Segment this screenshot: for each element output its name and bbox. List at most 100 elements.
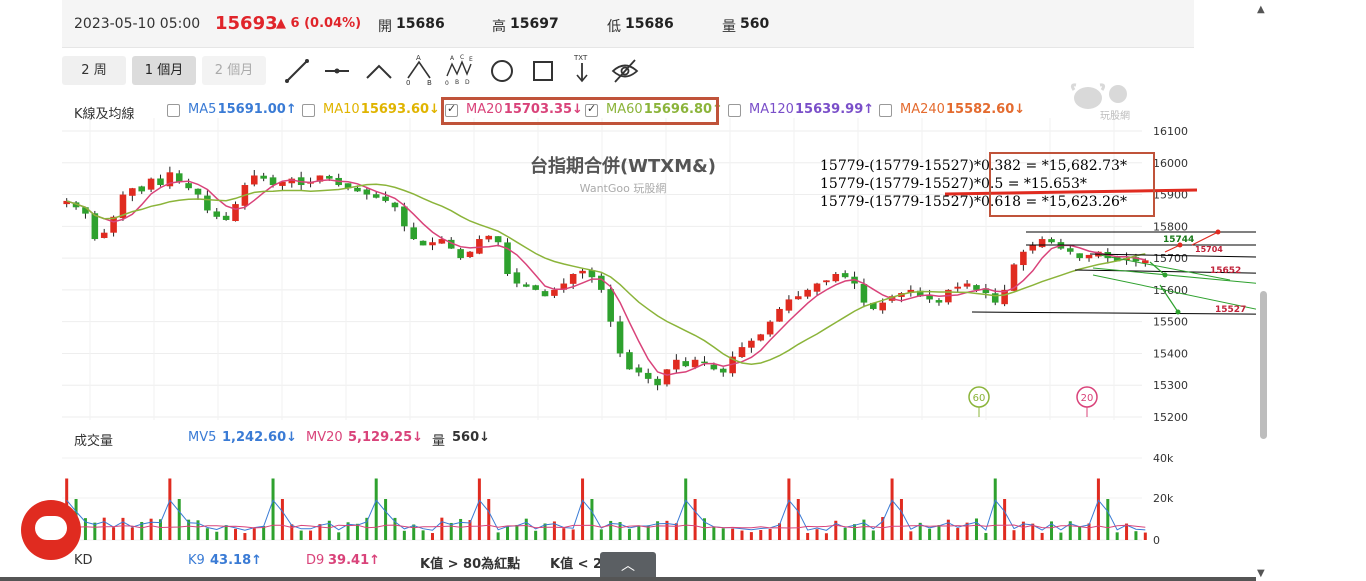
ma-checkbox-ma240[interactable]: [879, 104, 892, 117]
candle-body: [1048, 239, 1055, 243]
candle-body: [757, 334, 765, 341]
mv20-line: [66, 524, 1146, 529]
d9-value: 39.41↑: [328, 553, 381, 568]
ma-name-ma240[interactable]: MA240: [900, 102, 945, 117]
collapse-panel-button[interactable]: ︿: [600, 552, 656, 581]
volume-bar: [1040, 532, 1044, 540]
volume-section-label: 成交量: [74, 434, 114, 449]
low-label: 低: [607, 19, 621, 35]
ma-checkbox-ma120[interactable]: [728, 104, 741, 117]
abcde-pattern-icon[interactable]: A C E 0 B D: [444, 52, 474, 86]
volume-bar: [477, 478, 481, 540]
volume-bar: [749, 532, 753, 540]
ma-name-ma10[interactable]: MA10: [323, 102, 360, 117]
volume-bar: [196, 520, 200, 540]
candle-body: [466, 251, 474, 258]
d9-label: D9: [306, 553, 325, 568]
candlestick-chart[interactable]: 1520015300154001550015600157001580015900…: [0, 0, 1256, 581]
volume-bar: [778, 523, 782, 540]
ma-name-ma60[interactable]: MA60: [606, 102, 643, 117]
candle-body: [879, 302, 886, 311]
arrow-head: [1177, 242, 1183, 248]
candle-body: [260, 175, 267, 179]
chart-toolbar: 2 周 1 個月 2 個月 A 0 B A C E 0 B D TXT: [62, 52, 1194, 88]
volume-bar: [806, 532, 810, 540]
candle-body: [1076, 253, 1083, 259]
volume-bar: [712, 526, 716, 540]
volume-bar: [871, 530, 875, 540]
scroll-thumb[interactable]: [1260, 291, 1267, 439]
level-label: 15704: [1195, 245, 1223, 254]
abc-label-a: A: [416, 54, 421, 62]
volume-bar: [918, 522, 922, 540]
volume-bar: [965, 522, 969, 540]
volume-bar: [337, 532, 341, 540]
volume-bar: [1012, 530, 1016, 540]
volume-bar: [374, 478, 378, 540]
volume-bar: [731, 528, 735, 540]
volume-bar: [280, 499, 284, 540]
volume-bar: [571, 529, 575, 540]
scroll-down-icon[interactable]: ▼: [1257, 568, 1265, 579]
arrow-line: [1191, 231, 1219, 246]
high-label: 高: [492, 19, 506, 35]
ma-checkbox-ma20[interactable]: [445, 102, 458, 117]
range-2-weeks-button[interactable]: 2 周: [62, 56, 126, 85]
candle-body: [138, 186, 146, 192]
volume-bar: [899, 499, 903, 540]
volume-bar: [740, 530, 744, 540]
volume-bar: [121, 517, 125, 540]
chat-button[interactable]: [21, 500, 81, 560]
range-1-month-button[interactable]: 1 個月: [132, 56, 196, 85]
circle-tool-icon[interactable]: [487, 56, 517, 86]
chart-watermark-title: 台指期合併(WTXM&): [530, 155, 716, 177]
candle-body: [419, 240, 427, 246]
hide-drawings-icon[interactable]: [610, 56, 640, 86]
candle-body: [1113, 256, 1121, 262]
y-tick-label: 15200: [1153, 411, 1188, 424]
volume-bar: [215, 531, 219, 540]
candle-body: [485, 235, 493, 240]
volume-bar: [993, 478, 997, 540]
ma-name-ma5[interactable]: MA5: [188, 102, 217, 117]
candle-body: [91, 213, 99, 240]
page-scrollbar[interactable]: ▲ ▼: [1256, 0, 1270, 581]
volume-bar: [1087, 523, 1091, 540]
volume-bar: [262, 526, 266, 540]
scroll-up-icon[interactable]: ▲: [1257, 4, 1265, 15]
candle-body: [129, 188, 136, 196]
candle-body: [719, 368, 727, 373]
candle-body: [1020, 251, 1027, 266]
abc-pattern-icon[interactable]: A 0 B: [404, 52, 434, 86]
ma-checkbox-ma5[interactable]: [167, 104, 180, 117]
ma-name-ma20[interactable]: MA20: [466, 102, 503, 117]
rectangle-tool-icon[interactable]: [528, 56, 558, 86]
candle-body: [82, 207, 89, 214]
volume-bar: [327, 520, 331, 540]
ma-checkbox-ma10[interactable]: [302, 104, 315, 117]
candle-body: [551, 289, 558, 296]
text-tool-icon[interactable]: TXT: [567, 52, 597, 86]
candle-body: [644, 372, 652, 379]
line-tool-icon[interactable]: [282, 56, 312, 86]
ma-highlight-box: [441, 97, 719, 125]
candle-body: [907, 289, 915, 293]
candle-body: [663, 369, 671, 385]
candle-body: [1132, 257, 1140, 262]
horizontal-line-icon[interactable]: [322, 56, 352, 86]
abcde-label-c: C: [460, 54, 464, 61]
volume-bar: [543, 523, 547, 540]
candle-body: [1085, 254, 1093, 259]
logo-text: 玩股網: [1100, 109, 1130, 122]
volume-bar: [355, 523, 359, 540]
range-2-months-button[interactable]: 2 個月: [202, 56, 266, 85]
candle-body: [1029, 245, 1037, 251]
volume-bar: [853, 524, 857, 540]
candle-body: [963, 283, 971, 287]
volume-bar: [637, 525, 641, 540]
ma-name-ma120[interactable]: MA120: [749, 102, 794, 117]
angle-icon[interactable]: [364, 56, 394, 86]
candle-body: [1038, 239, 1046, 248]
ma-checkbox-ma60[interactable]: [585, 102, 598, 117]
candle-body: [701, 361, 708, 364]
